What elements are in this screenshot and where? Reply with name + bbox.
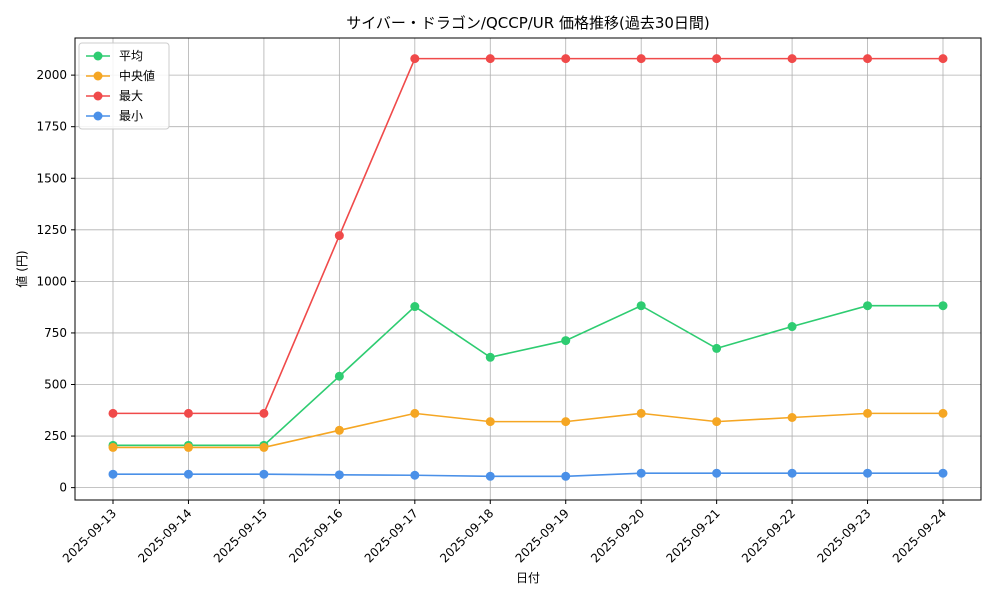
x-tick-label: 2025-09-19: [513, 506, 572, 565]
data-point: [636, 301, 646, 311]
chart-title: サイバー・ドラゴン/QCCP/UR 価格推移(過去30日間): [346, 14, 710, 32]
plot-frame: [74, 37, 982, 501]
data-point: [938, 408, 948, 418]
data-point: [259, 442, 269, 452]
data-point: [183, 469, 193, 479]
legend-item: 最大: [86, 89, 143, 103]
data-point: [108, 408, 118, 418]
y-tick-label: 1250: [36, 223, 67, 237]
x-tick-label: 2025-09-17: [362, 506, 421, 565]
series-0: [108, 301, 948, 450]
data-point: [636, 408, 646, 418]
data-point: [259, 469, 269, 479]
data-point: [485, 54, 495, 64]
x-tick-label: 2025-09-22: [739, 506, 798, 565]
data-point: [183, 442, 193, 452]
y-tick-label: 500: [44, 378, 67, 392]
data-point: [259, 408, 269, 418]
legend-swatch-marker: [93, 51, 103, 61]
legend-label: 平均: [119, 49, 143, 63]
data-point: [863, 468, 873, 478]
y-tick-label: 750: [44, 326, 67, 340]
data-point: [485, 352, 495, 362]
x-tick-label: 2025-09-14: [135, 506, 194, 565]
data-point: [787, 468, 797, 478]
data-point: [938, 468, 948, 478]
legend-swatch-marker: [93, 91, 103, 101]
data-point: [334, 425, 344, 435]
legend-swatch-marker: [93, 71, 103, 81]
y-tick-label: 2000: [36, 68, 67, 82]
x-tick-label: 2025-09-21: [664, 506, 723, 565]
x-axis-label: 日付: [516, 571, 540, 585]
x-tick-label: 2025-09-13: [60, 506, 119, 565]
legend-box: [78, 42, 170, 130]
legend-item: 最小: [86, 109, 143, 123]
data-point: [561, 54, 571, 64]
data-point: [561, 336, 571, 346]
series-group: [108, 54, 948, 481]
legend-item: 中央値: [86, 68, 155, 83]
x-tick-label: 2025-09-23: [814, 506, 873, 565]
data-point: [636, 468, 646, 478]
data-point: [410, 470, 420, 480]
y-axis: 0 250 500 750 1000 1250 1500 1750 2000: [36, 68, 75, 495]
y-tick-label: 1500: [36, 171, 67, 185]
data-point: [561, 417, 571, 427]
grid: [75, 38, 981, 500]
data-point: [108, 442, 118, 452]
y-axis-label: 値 (円): [14, 250, 29, 287]
legend-item: 平均: [86, 49, 143, 63]
x-tick-label: 2025-09-20: [588, 506, 647, 565]
data-point: [410, 408, 420, 418]
data-point: [410, 302, 420, 312]
y-tick-label: 1000: [36, 274, 67, 288]
x-tick-label: 2025-09-24: [890, 506, 949, 565]
y-tick-label: 0: [59, 481, 67, 495]
y-tick-label: 1750: [36, 120, 67, 134]
data-point: [712, 417, 722, 427]
data-point: [938, 301, 948, 311]
data-point: [485, 471, 495, 481]
data-point: [183, 408, 193, 418]
data-point: [787, 54, 797, 64]
data-point: [787, 413, 797, 422]
x-tick-label: 2025-09-15: [211, 506, 270, 565]
legend-label: 最大: [119, 89, 143, 103]
data-point: [787, 322, 797, 332]
data-point: [863, 54, 873, 64]
series-line: [113, 472, 943, 478]
legend-label: 最小: [119, 109, 143, 123]
legend-swatch-marker: [93, 111, 103, 121]
x-tick-label: 2025-09-16: [286, 506, 345, 565]
x-axis: 2025-09-13 2025-09-14 2025-09-15 2025-09-16…: [60, 500, 949, 565]
data-point: [108, 469, 118, 479]
series-line: [113, 412, 943, 449]
data-point: [863, 301, 873, 311]
legend-label: 中央値: [119, 68, 155, 83]
data-point: [334, 231, 344, 241]
data-point: [334, 470, 344, 480]
data-point: [485, 417, 495, 427]
data-point: [938, 54, 948, 64]
data-point: [712, 54, 722, 64]
data-point: [636, 54, 646, 64]
data-point: [561, 471, 571, 481]
series-1: [108, 408, 948, 452]
series-line: [113, 304, 943, 447]
x-tick-label: 2025-09-18: [437, 506, 496, 565]
data-point: [334, 371, 344, 381]
series-line: [113, 57, 943, 415]
y-tick-label: 250: [44, 429, 67, 443]
series-3: [108, 468, 948, 481]
series-2: [108, 54, 948, 418]
data-point: [863, 408, 873, 418]
data-point: [712, 343, 722, 353]
data-point: [712, 468, 722, 478]
data-point: [410, 54, 420, 64]
